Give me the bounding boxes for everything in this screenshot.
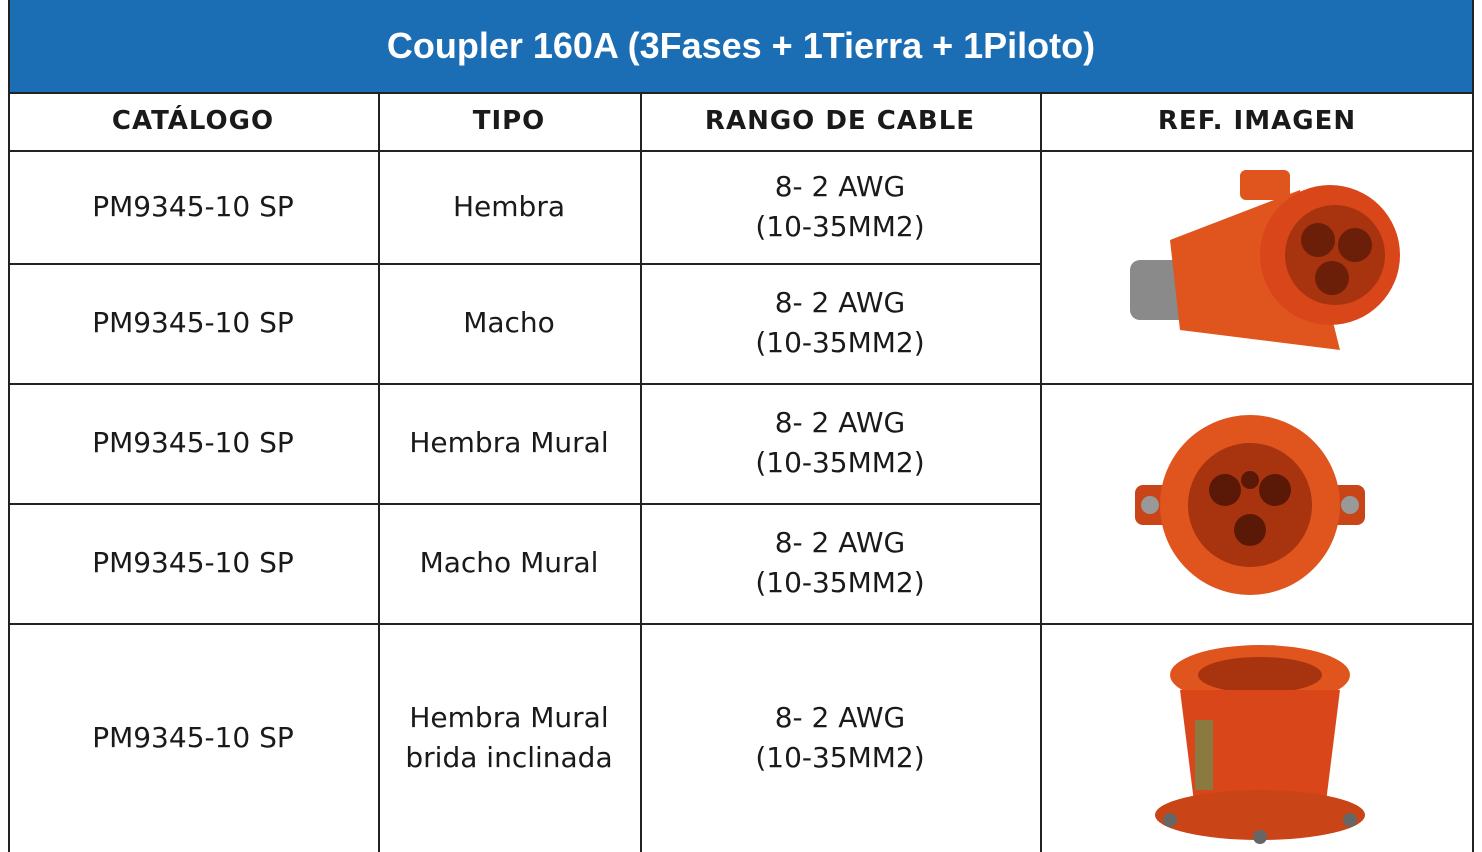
table-border bbox=[8, 263, 1040, 265]
table-border bbox=[8, 383, 1474, 385]
type-cell: Macho Mural bbox=[378, 503, 640, 623]
table-border bbox=[1040, 92, 1042, 852]
table-border bbox=[8, 0, 10, 852]
cable-text: (10-35MM2) bbox=[755, 446, 925, 479]
column-header: CATÁLOGO bbox=[111, 106, 275, 136]
type-text: Macho Mural bbox=[419, 546, 599, 579]
column-header: TIPO bbox=[472, 106, 546, 136]
cable-text: (10-35MM2) bbox=[755, 209, 925, 243]
catalog-cell: PM9345-10 SP bbox=[92, 426, 294, 459]
cable-cell: 8- 2 AWG (10-35MM2) bbox=[640, 263, 1040, 383]
column-header: REF. IMAGEN bbox=[1157, 106, 1357, 136]
product-image bbox=[1130, 170, 1400, 350]
cable-cell: 8- 2 AWG (10-35MM2) bbox=[640, 150, 1040, 263]
table-border bbox=[1472, 0, 1474, 852]
type-cell: Hembra bbox=[378, 150, 640, 263]
cable-cell: 8- 2 AWG (10-35MM2) bbox=[640, 623, 1040, 852]
table-border bbox=[8, 92, 1474, 94]
cable-cell: 8- 2 AWG (10-35MM2) bbox=[640, 503, 1040, 623]
catalog-cell: PM9345-10 SP bbox=[92, 189, 294, 223]
catalog-cell: PM9345-10 SP bbox=[92, 306, 294, 339]
cable-text: (10-35MM2) bbox=[755, 566, 925, 599]
catalog-cell: PM9345-10 SP bbox=[92, 546, 294, 579]
table-border bbox=[8, 150, 1474, 152]
type-text: Macho bbox=[463, 306, 555, 339]
product-image bbox=[1155, 645, 1365, 844]
type-cell: Hembra Mural brida inclinada bbox=[378, 623, 640, 852]
cable-text: 8- 2 AWG bbox=[774, 526, 906, 559]
type-text: Hembra bbox=[453, 189, 565, 223]
cable-text: 8- 2 AWG bbox=[774, 169, 906, 203]
type-cell: Hembra Mural bbox=[378, 383, 640, 503]
cable-text: (10-35MM2) bbox=[755, 740, 925, 774]
catalog-cell: PM9345-10 SP bbox=[92, 720, 294, 754]
cable-text: (10-35MM2) bbox=[755, 326, 925, 359]
type-cell: Macho bbox=[378, 263, 640, 383]
cable-text: 8- 2 AWG bbox=[774, 700, 906, 734]
cable-cell: 8- 2 AWG (10-35MM2) bbox=[640, 383, 1040, 503]
type-text: Hembra Mural bbox=[409, 700, 609, 734]
cable-text: 8- 2 AWG bbox=[774, 406, 906, 439]
table-title: Coupler 160A (3Fases + 1Tierra + 1Piloto… bbox=[8, 0, 1474, 92]
type-text: Hembra Mural bbox=[409, 426, 609, 459]
column-header: RANGO DE CABLE bbox=[704, 106, 976, 136]
type-text: brida inclinada bbox=[405, 740, 613, 774]
table-border bbox=[8, 503, 1040, 505]
cable-text: 8- 2 AWG bbox=[774, 286, 906, 319]
table-border bbox=[378, 92, 380, 852]
table-border bbox=[640, 92, 642, 852]
table-border bbox=[8, 623, 1474, 625]
product-image bbox=[1135, 415, 1365, 595]
